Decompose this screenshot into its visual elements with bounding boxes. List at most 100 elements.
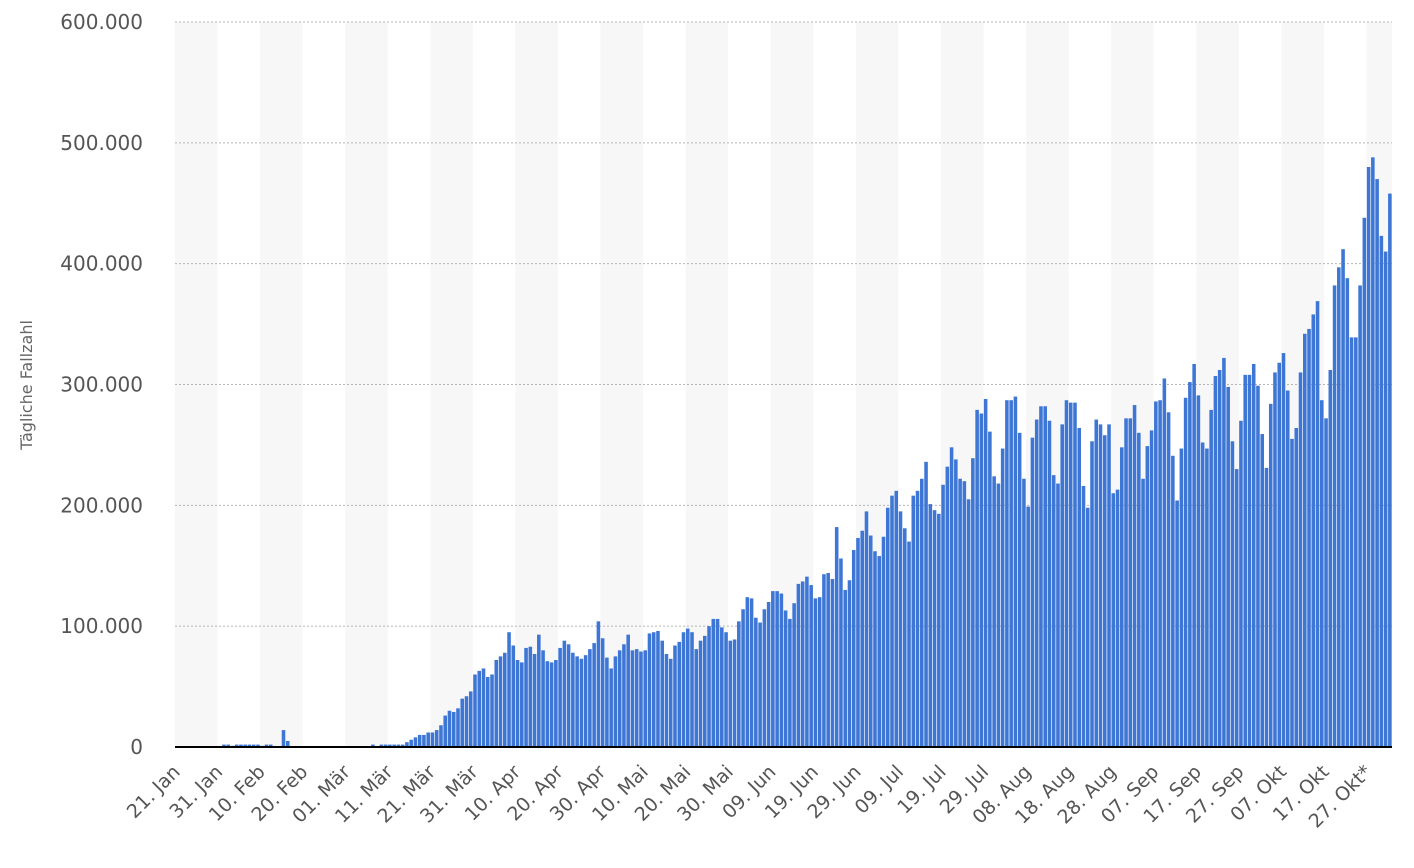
bar bbox=[813, 598, 818, 748]
bar bbox=[864, 511, 869, 748]
bar bbox=[251, 744, 256, 747]
bar bbox=[558, 647, 562, 747]
bar bbox=[1179, 448, 1184, 747]
bar bbox=[796, 583, 801, 748]
bar bbox=[826, 573, 830, 747]
bar bbox=[1030, 437, 1035, 747]
bar bbox=[775, 591, 779, 748]
y-tick-label: 300.000 bbox=[60, 373, 143, 397]
bar bbox=[762, 609, 767, 747]
bar bbox=[617, 650, 622, 747]
bar bbox=[1141, 478, 1145, 747]
bar bbox=[1034, 419, 1039, 747]
bar bbox=[443, 715, 447, 747]
bar bbox=[503, 652, 507, 747]
bar bbox=[1239, 420, 1243, 747]
y-tick-label: 500.000 bbox=[60, 131, 143, 155]
bar bbox=[1302, 333, 1307, 747]
bar bbox=[400, 744, 405, 747]
bar bbox=[1124, 418, 1128, 747]
bar bbox=[941, 484, 945, 747]
bar bbox=[992, 476, 996, 747]
bar bbox=[268, 744, 273, 747]
bar bbox=[1298, 372, 1303, 747]
bar bbox=[779, 593, 784, 747]
bar bbox=[1277, 362, 1282, 747]
bar bbox=[1166, 412, 1171, 747]
bar bbox=[749, 598, 754, 748]
bar bbox=[737, 621, 741, 747]
bar bbox=[732, 639, 737, 747]
y-tick-label: 600.000 bbox=[60, 10, 143, 34]
bar bbox=[256, 744, 260, 747]
bar bbox=[409, 739, 413, 747]
bar bbox=[668, 658, 673, 747]
bar bbox=[715, 618, 720, 747]
bar bbox=[451, 711, 456, 747]
bar bbox=[996, 483, 1001, 747]
bar bbox=[634, 649, 639, 748]
bar bbox=[903, 528, 907, 747]
bar bbox=[439, 725, 443, 747]
bar bbox=[264, 744, 269, 747]
bar bbox=[434, 730, 439, 747]
bar bbox=[622, 644, 626, 747]
bar bbox=[1349, 337, 1354, 747]
bar bbox=[1060, 424, 1064, 748]
bar bbox=[1366, 167, 1371, 747]
bar bbox=[532, 653, 537, 747]
bar bbox=[651, 632, 656, 747]
bar bbox=[707, 626, 711, 747]
bar bbox=[1285, 390, 1290, 747]
y-tick-label: 0 bbox=[130, 735, 143, 759]
bar bbox=[1341, 249, 1345, 748]
bar bbox=[1243, 374, 1247, 747]
bar bbox=[1281, 353, 1286, 747]
bar bbox=[898, 511, 903, 748]
bar bbox=[405, 742, 409, 747]
bar bbox=[1328, 370, 1333, 747]
bar bbox=[1311, 314, 1316, 747]
bar bbox=[766, 602, 771, 747]
bar bbox=[588, 649, 592, 748]
bar bbox=[1107, 424, 1111, 748]
bar bbox=[515, 660, 520, 747]
bar bbox=[1154, 401, 1158, 747]
bar bbox=[949, 447, 954, 747]
bar bbox=[664, 653, 669, 747]
bar bbox=[464, 696, 469, 747]
bar bbox=[783, 610, 788, 747]
bar bbox=[720, 627, 724, 748]
bar bbox=[1256, 385, 1260, 747]
bar bbox=[1388, 193, 1392, 747]
bar bbox=[945, 466, 950, 747]
y-axis-label: Tägliche Fallzahl bbox=[17, 320, 36, 451]
bar bbox=[1332, 285, 1337, 747]
bar bbox=[468, 691, 473, 747]
bar bbox=[830, 579, 835, 747]
bar bbox=[745, 597, 750, 747]
bar bbox=[575, 656, 579, 748]
bar bbox=[473, 674, 477, 747]
bar bbox=[1320, 400, 1324, 747]
bar bbox=[656, 631, 660, 747]
bar bbox=[881, 536, 886, 747]
bar bbox=[1358, 285, 1362, 747]
bar bbox=[1375, 179, 1379, 747]
bar bbox=[741, 609, 745, 747]
bar bbox=[694, 649, 699, 748]
bar bbox=[1064, 400, 1069, 747]
bar bbox=[643, 650, 647, 747]
bar bbox=[800, 581, 805, 747]
bar bbox=[639, 651, 643, 747]
bar bbox=[932, 510, 937, 747]
bar bbox=[698, 640, 703, 747]
bar bbox=[690, 632, 694, 747]
bar bbox=[498, 656, 503, 748]
bar bbox=[1379, 235, 1384, 747]
bar bbox=[877, 556, 882, 747]
bar bbox=[1128, 418, 1133, 747]
bar bbox=[1081, 486, 1086, 747]
bar bbox=[1009, 400, 1013, 747]
